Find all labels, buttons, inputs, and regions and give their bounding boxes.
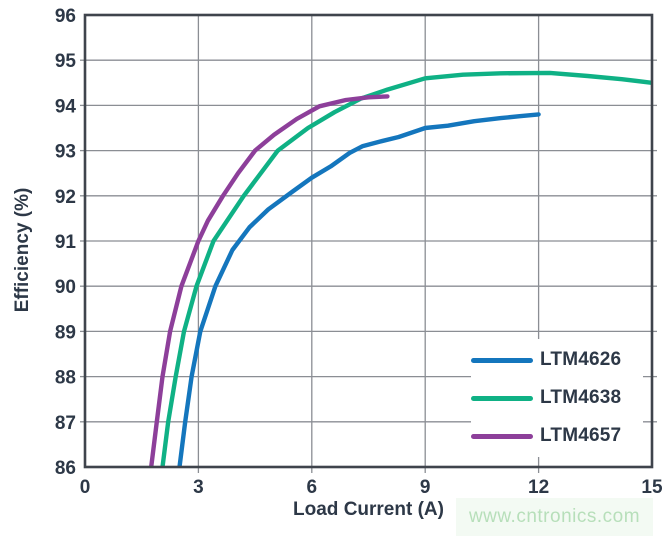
x-axis-title: Load Current (A) xyxy=(293,499,444,520)
legend-label-LTM4657: LTM4657 xyxy=(540,425,622,446)
x-tick-label: 15 xyxy=(641,477,663,498)
y-tick-label: 86 xyxy=(55,458,76,479)
y-tick-label: 87 xyxy=(55,413,76,434)
y-tick-label: 92 xyxy=(55,187,76,208)
legend-swatch-LTM4638 xyxy=(471,395,533,401)
legend-label-LTM4626: LTM4626 xyxy=(540,349,622,370)
legend-item-LTM4626: LTM4626 xyxy=(471,341,643,379)
x-tick-label: 0 xyxy=(80,477,91,498)
x-tick-label: 9 xyxy=(420,477,431,498)
series-line-LTM4657 xyxy=(149,94,390,467)
x-tick-label: 12 xyxy=(528,477,549,498)
y-tick-label: 95 xyxy=(55,51,77,72)
legend-item-LTM4657: LTM4657 xyxy=(471,417,643,455)
y-tick-label: 96 xyxy=(55,6,76,27)
y-tick-label: 90 xyxy=(55,277,76,298)
y-tick-label: 93 xyxy=(55,142,76,163)
plot-border xyxy=(83,13,654,469)
series-group xyxy=(149,70,652,467)
y-tick-label: 91 xyxy=(55,232,77,253)
y-axis-title: Efficiency (%) xyxy=(12,187,33,313)
legend-swatch-LTM4626 xyxy=(471,357,533,363)
legend-swatch-LTM4657 xyxy=(471,433,533,439)
series-line-LTM4638 xyxy=(160,70,652,467)
y-tick-label: 94 xyxy=(55,96,77,117)
x-tick-label: 6 xyxy=(307,477,318,498)
watermark-link[interactable]: www.cntronics.com xyxy=(456,498,653,536)
legend-item-LTM4638: LTM4638 xyxy=(471,379,643,417)
x-tick-label: 3 xyxy=(193,477,204,498)
legend: LTM4626 LTM4638 LTM4657 xyxy=(471,339,643,457)
y-tick-label: 89 xyxy=(55,322,76,343)
y-tick-label: 88 xyxy=(55,368,76,389)
legend-label-LTM4638: LTM4638 xyxy=(540,387,622,408)
series-line-LTM4626 xyxy=(177,112,541,467)
